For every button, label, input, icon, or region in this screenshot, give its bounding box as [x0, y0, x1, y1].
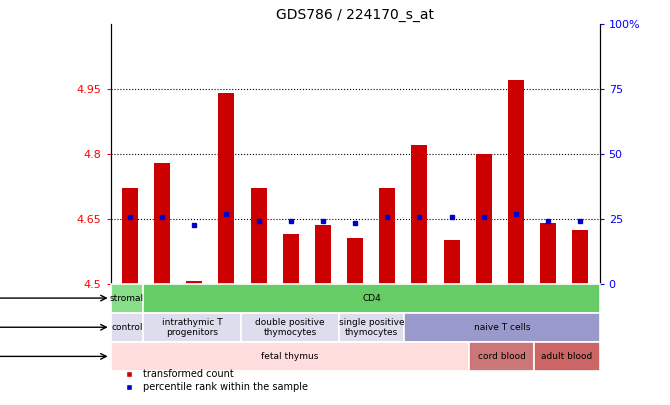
Bar: [379, 188, 395, 284]
Bar: [347, 238, 363, 284]
Bar: [339, 313, 404, 342]
Bar: [572, 230, 588, 284]
Text: single positive
thymocytes: single positive thymocytes: [338, 318, 404, 337]
Text: fetal thymus: fetal thymus: [261, 352, 318, 361]
Bar: [241, 313, 339, 342]
Bar: [404, 313, 600, 342]
Text: double positive
thymocytes: double positive thymocytes: [255, 318, 325, 337]
Bar: [122, 188, 138, 284]
Bar: [411, 145, 427, 284]
Bar: [218, 94, 234, 284]
Bar: [540, 223, 556, 284]
Text: intrathymic T
progenitors: intrathymic T progenitors: [161, 318, 222, 337]
Text: adult blood: adult blood: [541, 352, 593, 361]
Bar: [469, 342, 535, 371]
Legend: transformed count, percentile rank within the sample: transformed count, percentile rank withi…: [115, 365, 312, 396]
Bar: [111, 284, 143, 313]
Bar: [283, 234, 299, 284]
Title: GDS786 / 224170_s_at: GDS786 / 224170_s_at: [276, 8, 434, 22]
Bar: [111, 342, 469, 371]
Text: control: control: [111, 323, 143, 332]
Text: cord blood: cord blood: [478, 352, 526, 361]
Bar: [476, 154, 492, 284]
Bar: [535, 342, 600, 371]
Bar: [251, 188, 267, 284]
Bar: [444, 240, 460, 284]
Bar: [111, 313, 143, 342]
Bar: [186, 281, 202, 283]
Bar: [315, 225, 331, 284]
Text: naive T cells: naive T cells: [474, 323, 530, 332]
Bar: [143, 313, 241, 342]
Text: stromal: stromal: [110, 294, 144, 303]
Text: CD4: CD4: [362, 294, 381, 303]
Bar: [508, 81, 524, 283]
Bar: [154, 162, 170, 284]
